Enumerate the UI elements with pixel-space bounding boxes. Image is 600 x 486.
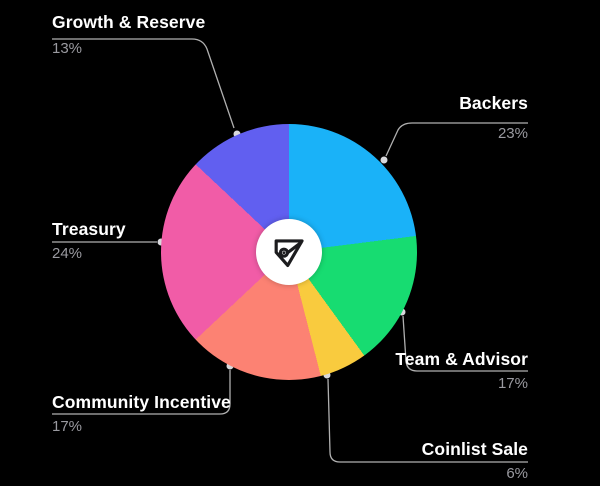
callout-team-advisor: Team & Advisor 17% [395,349,528,392]
segment-label-backers: Backers [459,93,528,113]
segment-percent-coinlist-sale: 6% [506,465,528,482]
segment-percent-growth-reserve: 13% [52,40,83,57]
center-logo-badge [256,219,322,285]
segment-label-treasury: Treasury [52,219,126,239]
segment-percent-community-incentive: 17% [52,418,83,435]
sign-shield-logo-icon [274,239,304,268]
segment-label-growth-reserve: Growth & Reserve [52,12,206,32]
segment-label-coinlist-sale: Coinlist Sale [421,439,528,459]
callout-treasury: Treasury 24% [52,219,126,262]
segment-percent-backers: 23% [497,125,528,142]
callout-growth-reserve: Growth & Reserve 13% [52,12,205,57]
segment-label-community-incentive: Community Incentive [52,392,231,412]
segment-percent-treasury: 24% [52,245,83,262]
callout-community-incentive: Community Incentive 17% [52,392,231,435]
segment-label-team-advisor: Team & Advisor [395,349,528,369]
callout-coinlist-sale: Coinlist Sale 6% [422,439,528,482]
callout-backers: Backers 23% [459,93,528,142]
segment-percent-team-advisor: 17% [497,375,528,392]
